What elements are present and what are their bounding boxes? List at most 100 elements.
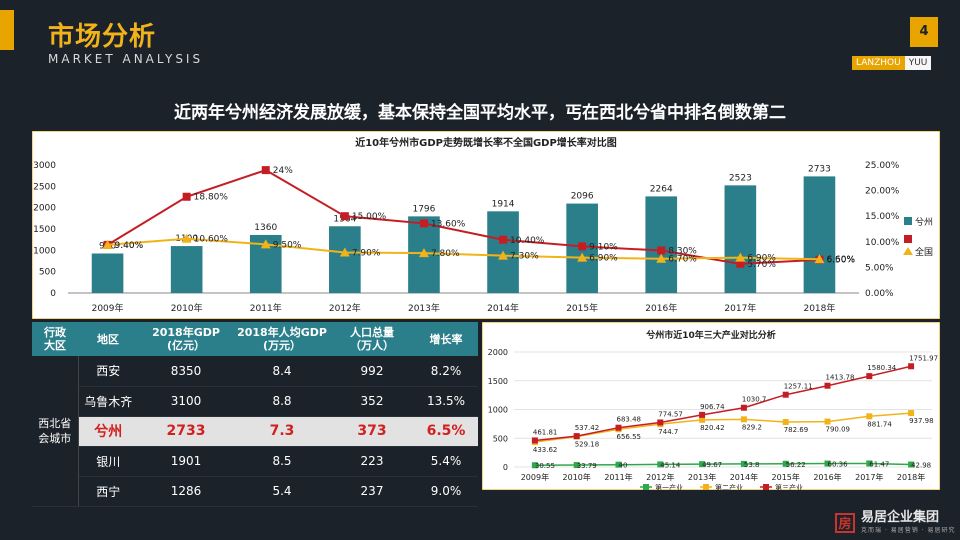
cell-per-capita: 5.4 bbox=[234, 476, 330, 507]
series-marker-secondary bbox=[699, 416, 706, 423]
series-label-primary: 60.36 bbox=[828, 461, 849, 469]
gdp-bar-label: 2523 bbox=[729, 173, 752, 183]
y-tick-left: 1000 bbox=[33, 246, 56, 256]
cell-gdp: 8350 bbox=[138, 356, 234, 387]
x-tick-label: 2017年 bbox=[724, 302, 756, 314]
y-tick-left: 2000 bbox=[33, 204, 56, 214]
series-label-primary: 45.14 bbox=[660, 461, 681, 469]
x-tick-label: 2015年 bbox=[566, 302, 598, 314]
company-name: 易居企业集团 bbox=[861, 510, 940, 525]
city-gdp-table: 行政 大区 地区 2018年GDP (亿元） 2018年人均GDP (万元） 人口总量 （万人）… bbox=[32, 322, 478, 507]
growth-label-national: 6.90% bbox=[589, 254, 618, 264]
cell-per-capita: 8.8 bbox=[234, 386, 330, 417]
table-header-line: 2018年GDP bbox=[152, 326, 220, 339]
region-line: 会城市 bbox=[38, 431, 72, 445]
growth-marker-lanzhou bbox=[499, 235, 508, 244]
series-label-primary: 40 bbox=[619, 462, 628, 470]
legend-swatch-national bbox=[903, 247, 913, 255]
series-line-secondary bbox=[534, 412, 912, 443]
growth-marker-national bbox=[102, 239, 113, 249]
series-line-tertiary bbox=[534, 365, 912, 442]
series-marker-secondary bbox=[866, 413, 873, 420]
growth-marker-lanzhou bbox=[182, 192, 191, 201]
growth-marker-national bbox=[418, 248, 429, 258]
cell-growth: 5.4% bbox=[414, 446, 478, 477]
gdp-bar bbox=[170, 246, 203, 293]
y-tick-right: 25.00% bbox=[865, 161, 900, 171]
y-tick-left: 500 bbox=[39, 268, 56, 278]
chart-title: 兮州市近10年三大产业对比分析 bbox=[645, 329, 776, 341]
x-tick-label: 2014年 bbox=[730, 472, 758, 482]
series-marker-secondary bbox=[782, 418, 789, 425]
brand-tag-left: LANZHOU bbox=[852, 56, 905, 70]
series-marker-secondary bbox=[740, 416, 747, 423]
series-label-primary: 30.55 bbox=[535, 462, 555, 470]
x-tick-label: 2012年 bbox=[646, 472, 674, 482]
cell-population: 352 bbox=[330, 386, 414, 417]
series-marker-primary bbox=[740, 460, 747, 467]
gdp-bar bbox=[91, 253, 124, 293]
series-marker-primary bbox=[615, 461, 622, 468]
series-marker-tertiary bbox=[615, 424, 622, 431]
table-header-line: 人口总量 bbox=[350, 326, 394, 339]
y-tick-right: 5.00% bbox=[865, 263, 894, 273]
series-marker-primary bbox=[657, 461, 664, 468]
legend-swatch-gdp bbox=[904, 217, 912, 225]
table-header-line: （万人） bbox=[350, 339, 394, 352]
growth-label-national: 9.40% bbox=[115, 241, 144, 251]
company-seal-icon: 房 bbox=[835, 512, 855, 533]
growth-marker-lanzhou bbox=[578, 242, 587, 251]
y-tick-label: 500 bbox=[493, 434, 508, 443]
cell-city: 银川 bbox=[78, 446, 138, 477]
table-row: 乌鲁木齐 3100 8.8 352 13.5% bbox=[32, 386, 478, 417]
x-tick-label: 2010年 bbox=[563, 472, 591, 482]
series-label-tertiary: 1257.11 bbox=[784, 383, 813, 391]
gdp-bar bbox=[645, 196, 678, 293]
series-marker-primary bbox=[908, 461, 915, 468]
series-marker-primary bbox=[531, 462, 538, 469]
series-marker-tertiary bbox=[824, 382, 831, 389]
growth-marker-national bbox=[577, 252, 588, 262]
growth-marker-lanzhou bbox=[657, 246, 666, 255]
series-label-tertiary: 1030.7 bbox=[742, 396, 767, 404]
table-header-cell: 2018年GDP (亿元） bbox=[138, 322, 234, 356]
growth-marker-lanzhou bbox=[340, 212, 349, 221]
growth-marker-national bbox=[260, 239, 271, 249]
x-tick-label: 2013年 bbox=[408, 302, 440, 314]
y-tick-left: 2500 bbox=[33, 182, 56, 192]
cell-growth: 6.5% bbox=[414, 416, 478, 447]
table-header-line: 地区 bbox=[97, 332, 119, 346]
series-label-primary: 33.79 bbox=[577, 462, 597, 470]
cell-population: 992 bbox=[330, 356, 414, 387]
growth-label-lanzhou: 9.10% bbox=[589, 242, 618, 252]
series-label-secondary: 820.42 bbox=[700, 424, 725, 432]
series-line-primary bbox=[534, 462, 912, 466]
growth-marker-national bbox=[498, 250, 509, 260]
series-label-secondary: 937.98 bbox=[909, 417, 934, 425]
series-label-secondary: 433.62 bbox=[533, 446, 558, 454]
x-tick-label: 2015年 bbox=[772, 472, 800, 482]
table-header-cell: 行政 大区 bbox=[32, 322, 78, 356]
gdp-bar-label: 1914 bbox=[492, 199, 515, 209]
x-tick-label: 2016年 bbox=[645, 302, 677, 314]
cell-per-capita: 8.4 bbox=[234, 356, 330, 387]
gdp-bar-label: 2264 bbox=[650, 184, 673, 194]
table-header-line: 增长率 bbox=[429, 332, 463, 346]
gdp-bar bbox=[329, 226, 361, 293]
cell-per-capita: 8.5 bbox=[234, 446, 330, 477]
legend-label-national: 全国 bbox=[915, 246, 933, 258]
y-tick-left: 0 bbox=[50, 289, 56, 299]
series-marker-tertiary bbox=[657, 419, 664, 426]
y-tick-right: 0.00% bbox=[865, 289, 894, 299]
growth-label-lanzhou: 8.30% bbox=[668, 247, 697, 257]
cell-gdp: 1901 bbox=[138, 446, 234, 477]
growth-marker-national bbox=[656, 253, 667, 263]
cell-population: 373 bbox=[330, 416, 414, 447]
series-marker-primary bbox=[573, 462, 580, 469]
cell-city: 乌鲁木齐 bbox=[78, 386, 138, 417]
x-tick-label: 2012年 bbox=[329, 302, 361, 314]
table-header-line: 行政 bbox=[44, 326, 66, 339]
cell-gdp: 3100 bbox=[138, 386, 234, 417]
table-header-row: 行政 大区 地区 2018年GDP (亿元） 2018年人均GDP (万元） 人口总量 （万人）… bbox=[32, 322, 478, 356]
growth-marker-lanzhou bbox=[736, 259, 745, 268]
